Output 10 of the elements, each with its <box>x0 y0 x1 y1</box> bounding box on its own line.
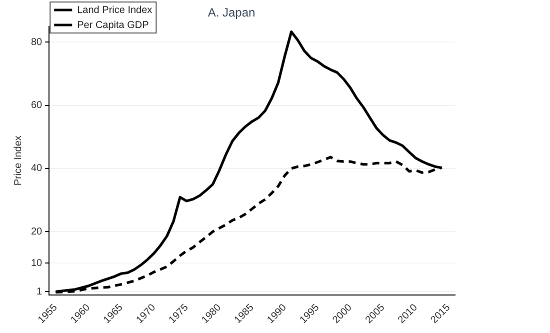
y-tick-label: 60 <box>31 100 43 112</box>
y-tick-label: 1 <box>36 286 43 298</box>
y-tick-label: 40 <box>31 163 43 174</box>
y-tick-label: 20 <box>31 226 43 238</box>
y-tick-label: 80 <box>31 36 43 48</box>
legend-label: Per Capita GDP <box>77 20 150 31</box>
legend-label: Land Price Index <box>77 4 152 16</box>
y-tick-label: 10 <box>31 258 43 269</box>
y-axis-title: Price Index <box>12 136 24 186</box>
chart-title: A. Japan <box>208 6 256 20</box>
